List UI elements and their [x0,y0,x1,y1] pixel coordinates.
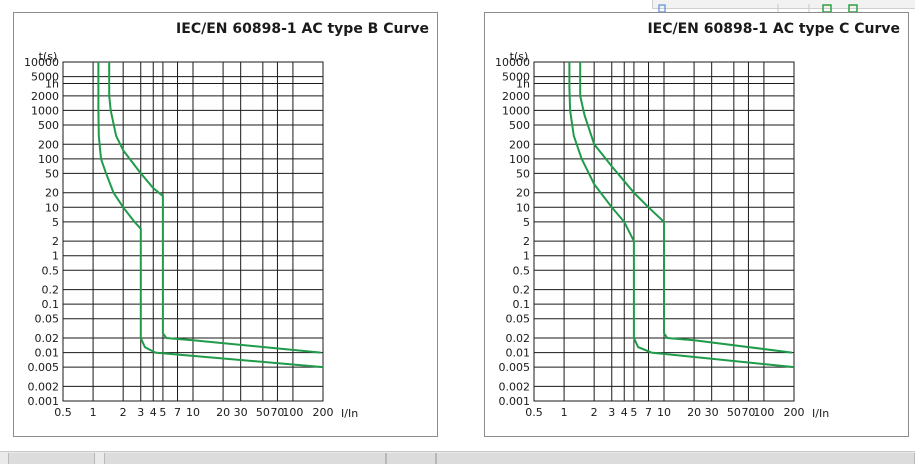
x-tick-label: 70 [741,406,755,419]
plot-frame [533,61,795,402]
x-tick-label: 1 [90,406,97,419]
y-tick-label: 2000 [502,90,530,103]
header-cell[interactable] [104,453,386,464]
y-tick-label: 1 [523,250,530,263]
doc-icon[interactable] [658,4,666,13]
y-tick-label: 20 [45,187,59,200]
x-tick-label: 10 [186,406,200,419]
trip-curve-lower [97,62,324,369]
y-tick-label: 0.02 [506,332,531,345]
y-tick-label: 0.5 [42,264,60,277]
x-axis-label: I/In [812,407,829,420]
y-tick-label: 200 [38,138,59,151]
x-tick-label: 30 [234,406,248,419]
trip-curve-upper [579,62,792,354]
green-square-icon[interactable] [822,4,832,13]
x-tick-label: 10 [657,406,671,419]
chart-title: IEC/EN 60898-1 AC type B Curve [176,21,429,37]
x-tick-label: 20 [216,406,230,419]
y-tick-label: 500 [38,119,59,132]
y-axis-label: t(s) [510,50,529,63]
y-tick-label: 5 [523,216,530,229]
y-tick-label: 2000 [31,90,59,103]
x-tick-label: 5 [630,406,637,419]
x-tick-label: 5 [159,406,166,419]
y-tick-label: 0.02 [35,332,60,345]
trip-curve-upper [108,62,321,354]
y-tick-label: 0.002 [28,380,60,393]
x-tick-label: 200 [313,406,334,419]
x-tick-label: 20 [687,406,701,419]
y-tick-label: 10000 [24,56,59,69]
x-tick-label: 7 [645,406,652,419]
y-tick-label: 0.002 [499,380,531,393]
y-tick-label: 1000 [502,104,530,117]
x-tick-label: 3 [137,406,144,419]
plot-frame [62,61,324,402]
y-tick-label: 1000 [31,104,59,117]
y-tick-label: 100 [509,153,530,166]
y-tick-label: 0.1 [513,298,531,311]
y-tick-label: 0.001 [28,395,60,408]
x-tick-label: 0.5 [525,406,543,419]
y-tick-label: 500 [509,119,530,132]
y-tick-label: 0.05 [506,313,531,326]
x-tick-label: 100 [282,406,303,419]
y-tick-label: 0.01 [35,347,60,360]
y-tick-label: 1h [516,77,530,90]
y-tick-label: 1h [45,77,59,90]
x-tick-label: 50 [727,406,741,419]
y-tick-label: 20 [516,187,530,200]
header-cell[interactable] [386,453,436,464]
chart-panel-type-b: IEC/EN 60898-1 AC type B Curve 0.001 0.00… [13,12,438,437]
y-tick-label: 5000 [502,71,530,84]
x-tick-label: 4 [621,406,628,419]
y-tick-label: 50 [45,167,59,180]
y-tick-label: 10 [516,201,530,214]
y-tick-label: 0.01 [506,347,531,360]
chart-svg: 0.0010.0020.0050.010.020.050.10.20.51251… [24,50,358,420]
trip-curve-lower [568,62,795,369]
y-axis-label: t(s) [39,50,58,63]
toolbar-strip [652,0,915,13]
y-tick-label: 0.005 [28,361,60,374]
y-tick-label: 2 [52,235,59,248]
y-tick-label: 0.001 [499,395,531,408]
y-tick-label: 0.2 [42,284,60,297]
y-tick-label: 5 [52,216,59,229]
bottom-header-bar [0,451,915,464]
x-tick-label: 70 [270,406,284,419]
header-cell[interactable] [8,453,95,464]
chart-title: IEC/EN 60898-1 AC type C Curve [647,21,900,37]
y-tick-label: 10000 [495,56,530,69]
x-tick-label: 4 [150,406,157,419]
x-tick-label: 50 [256,406,270,419]
y-tick-label: 0.1 [42,298,60,311]
green-square-icon[interactable] [848,4,858,13]
y-tick-label: 0.05 [35,313,60,326]
y-tick-label: 10 [45,201,59,214]
x-tick-label: 1 [561,406,568,419]
y-tick-label: 2 [523,235,530,248]
x-tick-label: 100 [753,406,774,419]
x-tick-label: 2 [120,406,127,419]
y-tick-label: 50 [516,167,530,180]
y-tick-label: 0.005 [499,361,531,374]
y-tick-label: 200 [509,138,530,151]
header-cell[interactable] [436,453,915,464]
x-tick-label: 2 [591,406,598,419]
x-tick-label: 30 [705,406,719,419]
y-tick-label: 1 [52,250,59,263]
x-tick-label: 7 [174,406,181,419]
x-tick-label: 3 [608,406,615,419]
y-tick-label: 0.2 [513,284,531,297]
y-tick-label: 5000 [31,71,59,84]
x-axis-label: I/In [341,407,358,420]
x-tick-label: 0.5 [54,406,72,419]
chart-svg: 0.0010.0020.0050.010.020.050.10.20.51251… [495,50,829,420]
y-tick-label: 0.5 [513,264,531,277]
y-tick-label: 100 [38,153,59,166]
chart-panel-type-c: IEC/EN 60898-1 AC type C Curve 0.001 0.00… [484,12,909,437]
x-tick-label: 200 [784,406,805,419]
